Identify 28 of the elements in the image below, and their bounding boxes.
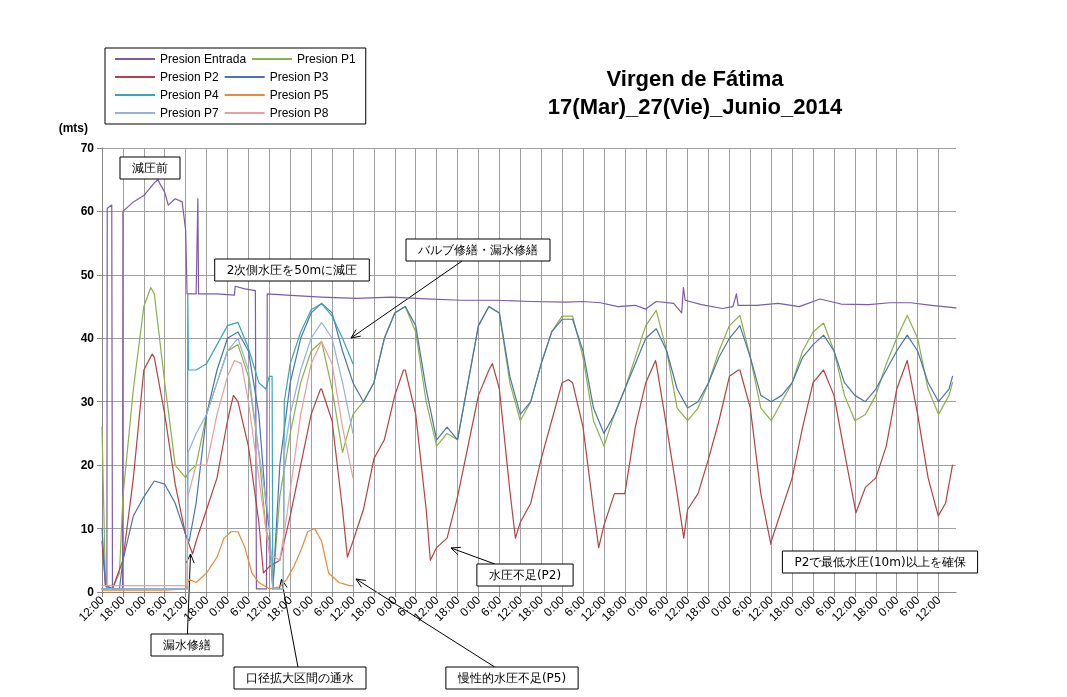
legend-label: Presion P1 <box>297 52 357 66</box>
y-tick-label: 60 <box>80 204 95 219</box>
legend-label: Presion P8 <box>269 106 329 120</box>
chart-title: Virgen de Fátima <box>606 65 785 91</box>
legend-label: Presion P7 <box>160 106 220 120</box>
y-tick-label: 70 <box>80 141 95 155</box>
annotation: P2で最低水圧(10m)以上を確保 <box>794 555 966 569</box>
annotation: 減圧前 <box>132 161 168 175</box>
annotation: 水圧不足(P2) <box>488 568 562 582</box>
chart-subtitle: 17(Mar)_27(Vie)_Junio_2014 <box>547 93 843 119</box>
y-tick-label: 40 <box>80 331 95 346</box>
y-tick-label: 10 <box>80 521 95 536</box>
y-axis-title: (mts) <box>58 121 88 135</box>
line-series <box>101 527 355 591</box>
y-tick-label: 30 <box>80 394 95 409</box>
legend-label: Presion P4 <box>160 88 220 102</box>
y-tick-label: 20 <box>80 458 95 473</box>
y-tick-label: 50 <box>80 267 95 282</box>
text: 慢性的水圧不足(P5) <box>456 671 567 685</box>
annotation: 2次側水圧を50mに減圧 <box>226 263 358 277</box>
annotation: バルブ修繕・漏水修繕 <box>417 243 538 257</box>
annotation: 漏水修繕 <box>163 638 211 652</box>
legend-label: Presion Entrada <box>160 52 247 66</box>
legend-label: Presion P5 <box>269 88 329 102</box>
y-tick-label: 0 <box>87 585 95 599</box>
annotation: 口径拡大区間の通水 <box>246 671 354 685</box>
legend-label: Presion P3 <box>269 70 329 84</box>
legend-label: Presion P2 <box>160 70 220 84</box>
